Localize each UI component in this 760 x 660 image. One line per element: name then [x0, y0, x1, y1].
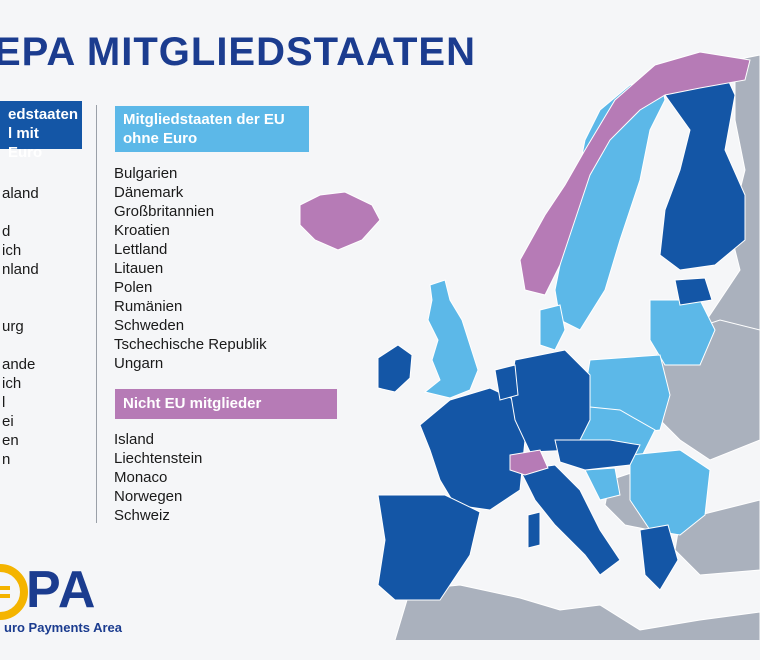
map-italy — [519, 464, 621, 576]
map-romania-bulgaria — [629, 449, 711, 536]
logo-wordmark: PA — [26, 561, 97, 619]
eu-country-item: Kroatien — [114, 222, 170, 239]
logo-subtitle: uro Payments Area — [4, 620, 123, 635]
euro-country-item: ich — [2, 375, 22, 392]
map-great-britain — [423, 279, 479, 399]
euro-country-item — [2, 203, 39, 222]
euro-country-item: n — [2, 451, 11, 468]
map-ireland — [377, 344, 413, 393]
map-croatia — [584, 467, 621, 501]
euro-country-item: l — [2, 394, 6, 411]
map-denmark — [539, 304, 566, 351]
map-iberia — [377, 494, 481, 601]
eu-country-item: Bulgarien — [114, 165, 178, 182]
map-iceland — [299, 191, 381, 251]
euro-country-item — [2, 336, 39, 355]
euro-country-item: ande — [2, 356, 36, 373]
eu-no-euro-header-line-1: Mitgliedstaaten der EU — [123, 111, 285, 128]
non-eu-country-item: Norwegen — [114, 488, 183, 505]
column-divider — [96, 105, 97, 523]
euro-country-item — [2, 298, 39, 317]
map-sardinia — [527, 511, 541, 549]
map-switzerland — [509, 449, 549, 476]
euro-country-item: en — [2, 432, 19, 449]
euro-country-item: ei — [2, 413, 14, 430]
map-benelux — [494, 364, 519, 401]
page-title: EPA MITGLIEDSTAATEN — [0, 30, 476, 74]
eu-country-item: Schweden — [114, 317, 185, 334]
euro-coin-icon — [0, 564, 28, 620]
non-eu-country-item: Schweiz — [114, 507, 170, 524]
eu-country-item: Rumänien — [114, 298, 183, 315]
non-eu-country-item: Island — [114, 431, 155, 448]
euro-header-line-2: l mit Euro — [8, 125, 43, 161]
map-greece — [639, 524, 679, 591]
eu-no-euro-header-line-2: ohne Euro — [123, 130, 198, 147]
non-eu-country-item: Liechtenstein — [114, 450, 203, 467]
sepa-logo: PA uro Payments Area — [0, 562, 132, 642]
map-norway — [519, 51, 751, 296]
eu-no-euro-header: Mitgliedstaaten der EU ohne Euro — [115, 106, 309, 152]
euro-header-line-1: edstaaten — [8, 106, 79, 123]
eu-country-item: Litauen — [114, 260, 164, 277]
euro-members-list: aland d ich nland urg ande ich l ei en n — [2, 184, 39, 469]
map-north-africa — [394, 584, 760, 640]
map-france — [419, 387, 526, 511]
euro-country-item — [2, 279, 39, 298]
euro-country-item: aland — [2, 185, 39, 202]
map-austria-slovakia — [554, 439, 641, 471]
euro-country-item: ich — [2, 242, 22, 259]
eu-country-item: Dänemark — [114, 184, 184, 201]
eu-no-euro-list: Bulgarien Dänemark Großbritannien Kroatien L… — [114, 164, 267, 373]
euro-country-item: d — [2, 223, 11, 240]
eu-country-item: Polen — [114, 279, 153, 296]
euro-country-item: urg — [2, 318, 24, 335]
eu-country-item: Ungarn — [114, 355, 164, 372]
map-estonia — [674, 277, 713, 306]
eu-country-item: Lettland — [114, 241, 168, 258]
non-eu-country-item: Monaco — [114, 469, 168, 486]
europe-map — [299, 51, 760, 640]
non-eu-header: Nicht EU mitglieder — [115, 389, 337, 419]
euro-members-header: edstaaten l mit Euro — [0, 101, 82, 161]
non-eu-header-label: Nicht EU mitglieder — [123, 395, 262, 412]
eu-country-item: Großbritannien — [114, 203, 215, 220]
non-eu-list: Island Liechtenstein Monaco Norwegen Schweiz — [114, 430, 202, 525]
eu-country-item: Tschechische Republik — [114, 336, 267, 353]
euro-country-item: nland — [2, 261, 39, 278]
